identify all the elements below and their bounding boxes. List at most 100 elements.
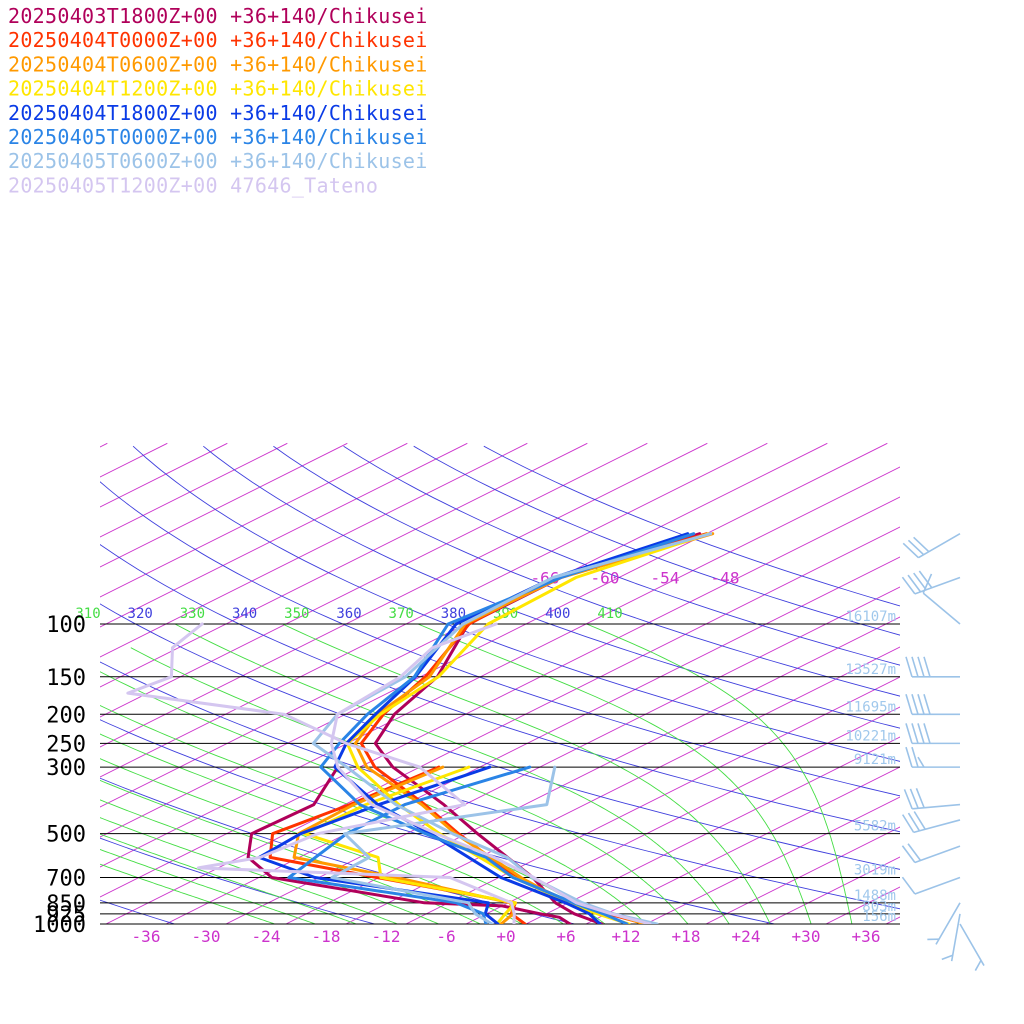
moist-adiabat-line: [100, 833, 358, 924]
wind-barb: [903, 788, 961, 810]
pressure-label: 150: [46, 666, 86, 691]
isotherm-line: [825, 886, 900, 924]
dry-adiabat-line: [343, 445, 900, 666]
height-label: 1488m: [854, 888, 896, 904]
temperature-tick-label: -24: [252, 927, 281, 946]
isotherm-line: [100, 466, 900, 868]
wind-barb: [941, 913, 961, 962]
legend-entry: 20250405T0000Z+00 +36+140/Chikusei: [8, 125, 428, 149]
temperature-tick-label: -6: [436, 927, 455, 946]
theta-label: 360: [336, 606, 361, 622]
isotherm-line: [100, 442, 588, 688]
isotherm-line: [100, 442, 348, 568]
isotherm-line: [0, 443, 47, 924]
height-labels: 16107m 13527m 11695m 10221m 9121m 5582m 3019m 1…: [845, 609, 896, 925]
pressure-label: 200: [46, 703, 86, 728]
upper-temperature-label: -60: [591, 568, 620, 587]
temperature-profile-line: [329, 622, 652, 924]
theta-label: 330: [180, 606, 205, 622]
wind-barb: [902, 532, 961, 559]
wind-barb: [901, 570, 961, 595]
height-label: 11695m: [845, 699, 896, 715]
dewpoint-profile-line: [330, 765, 557, 924]
temperature-tick-label: -36: [132, 927, 161, 946]
legend-entry: 20250403T1800Z+00 +36+140/Chikusei: [8, 4, 428, 28]
legend-entry: 20250404T0600Z+00 +36+140/Chikusei: [8, 52, 428, 76]
temperature-tick-label: +24: [732, 927, 761, 946]
dewpoint-profile-line: [287, 765, 532, 924]
dry-adiabat-line: [483, 445, 900, 607]
isotherm-line: [525, 736, 900, 924]
isotherm-line: [225, 586, 900, 924]
isotherm-line: [105, 526, 900, 924]
height-label: 10221m: [845, 728, 896, 744]
isobar-lines: [100, 623, 900, 925]
temperature-tick-label: -12: [372, 927, 401, 946]
dry-adiabat-line: [100, 837, 377, 924]
pressure-label: 100: [46, 613, 86, 638]
theta-label: 320: [128, 606, 153, 622]
wind-barb: [901, 876, 961, 895]
isotherm-line: [100, 442, 528, 658]
theta-label: 370: [389, 606, 414, 622]
temperature-tick-label: +18: [672, 927, 701, 946]
theta-label: 340: [232, 606, 257, 622]
isotherm-line: [100, 442, 768, 778]
wind-barb: [901, 843, 961, 864]
isotherm-line: [946, 443, 1024, 924]
pressure-label: 250: [46, 732, 86, 757]
height-label: 803m: [862, 899, 896, 915]
legend-entry: 20250404T1800Z+00 +36+140/Chikusei: [8, 101, 428, 125]
upper-temperature-label: -48: [711, 568, 740, 587]
isotherm-line: [100, 442, 468, 628]
isotherm-line: [465, 706, 900, 924]
moist-adiabat-line: [586, 623, 853, 924]
isotherm-line: [100, 442, 408, 598]
temperature-profile-line: [319, 532, 696, 924]
dry-adiabat-line: [100, 777, 577, 924]
upper-temperature-label: -54: [651, 568, 680, 587]
moist-adiabat-line: [174, 623, 730, 924]
moist-adiabat-line: [100, 671, 648, 924]
legend-entry: 20250405T0600Z+00 +36+140/Chikusei: [8, 149, 428, 173]
wind-barb: [901, 811, 961, 834]
temperature-tick-label: +30: [792, 927, 821, 946]
height-label: 9121m: [854, 752, 896, 768]
isotherm-line: [100, 442, 828, 808]
wind-barb: [905, 723, 960, 745]
height-label: 3019m: [854, 863, 896, 879]
height-label: 5582m: [854, 819, 896, 835]
temperature-tick-label: +36: [852, 927, 881, 946]
temperature-tick-label: +12: [612, 927, 641, 946]
moist-adiabat-line: [417, 623, 812, 924]
dewpoint-profile-line: [268, 765, 527, 924]
temperature-tick-label: -18: [312, 927, 341, 946]
temperature-tick-label: -30: [192, 927, 221, 946]
pressure-label: 300: [46, 756, 86, 781]
isotherm-line: [100, 442, 708, 748]
dry-adiabat-lines: [100, 445, 900, 924]
dry-adiabat-line: [273, 445, 900, 697]
legend-entry: 20250404T0000Z+00 +36+140/Chikusei: [8, 28, 428, 52]
legend-entry: 20250405T1200Z+00 47646_Tateno: [8, 173, 378, 197]
isotherm-line: [765, 856, 900, 924]
temperature-profile-line: [333, 532, 690, 924]
isotherm-line: [645, 796, 900, 924]
pressure-label: 850: [46, 892, 86, 917]
wind-barb: [959, 923, 985, 971]
dry-adiabat-line: [100, 543, 900, 833]
temperature-profile-line: [311, 532, 713, 924]
wind-barbs: [901, 532, 985, 971]
isotherm-line: [405, 676, 900, 924]
moist-adiabat-line: [100, 733, 565, 924]
isotherm-line: [1006, 443, 1024, 924]
pressure-label: 700: [46, 867, 86, 892]
isotherm-line: [100, 496, 900, 898]
pressure-label: 1000: [33, 913, 86, 938]
theta-labels: 310 320 330 340 350 360 370 380 390 400 410: [75, 606, 622, 622]
dry-adiabat-line: [100, 481, 900, 797]
dry-adiabat-line: [413, 445, 900, 636]
wind-barb: [905, 656, 960, 678]
